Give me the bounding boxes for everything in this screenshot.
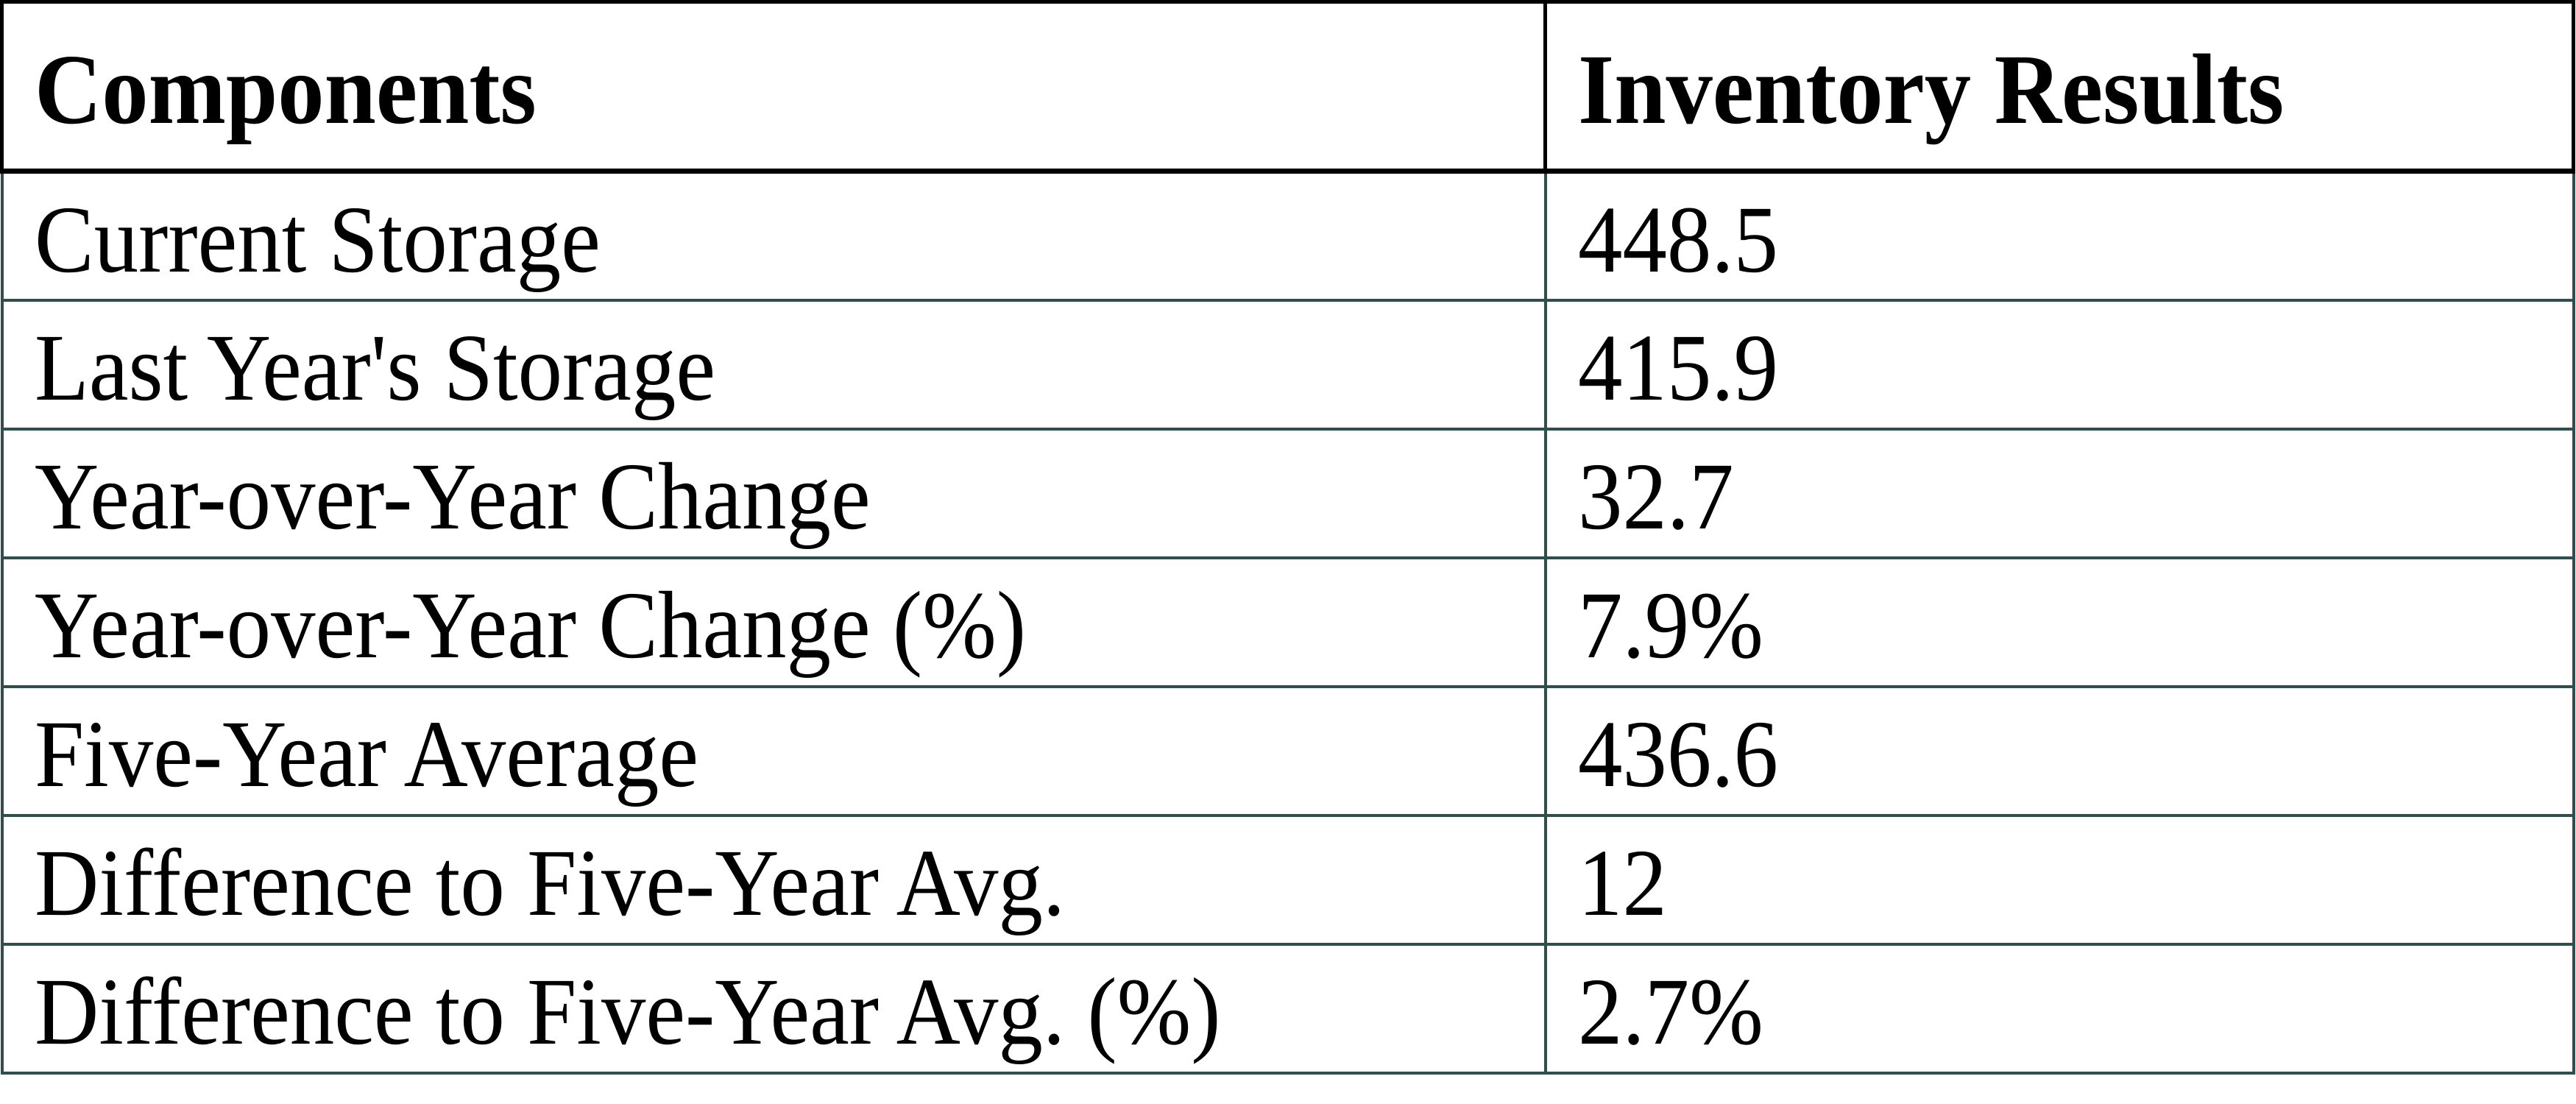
- value-cell: 2.7%: [1543, 942, 2575, 1075]
- component-label: Current Storage: [34, 186, 601, 293]
- table-row-diff-five-year-avg-pct: Difference to Five-Year Avg. (%) 2.7%: [0, 942, 2575, 1075]
- value-text: 448.5: [1577, 186, 1778, 293]
- component-label: Year-over-Year Change: [34, 444, 871, 550]
- table-row-last-year-storage: Last Year's Storage 415.9: [0, 298, 2575, 431]
- header-row: Components Inventory Results: [0, 0, 2575, 174]
- table-row-yoy-change-pct: Year-over-Year Change (%) 7.9%: [0, 556, 2575, 688]
- value-cell: 436.6: [1543, 684, 2575, 817]
- value-text: 2.7%: [1577, 959, 1763, 1065]
- component-cell: Year-over-Year Change (%): [0, 556, 1547, 688]
- value-cell: 12: [1543, 813, 2575, 946]
- component-cell: Last Year's Storage: [0, 298, 1547, 431]
- value-text: 7.9%: [1577, 573, 1763, 679]
- value-text: 32.7: [1577, 444, 1734, 550]
- component-cell: Five-Year Average: [0, 684, 1547, 817]
- component-cell: Difference to Five-Year Avg.: [0, 813, 1547, 946]
- header-cell-inventory-results: Inventory Results: [1543, 0, 2575, 174]
- value-cell: 448.5: [1543, 169, 2575, 302]
- value-cell: 32.7: [1543, 427, 2575, 559]
- table-row-current-storage: Current Storage 448.5: [0, 169, 2575, 302]
- component-label: Last Year's Storage: [34, 315, 715, 421]
- value-cell: 415.9: [1543, 298, 2575, 431]
- value-text: 415.9: [1577, 315, 1778, 421]
- component-cell: Difference to Five-Year Avg. (%): [0, 942, 1547, 1075]
- component-label: Difference to Five-Year Avg. (%): [34, 959, 1221, 1065]
- value-cell: 7.9%: [1543, 556, 2575, 688]
- component-label: Difference to Five-Year Avg.: [34, 830, 1065, 936]
- component-cell: Year-over-Year Change: [0, 427, 1547, 559]
- component-label: Five-Year Average: [34, 701, 698, 807]
- table-row-yoy-change: Year-over-Year Change 32.7: [0, 427, 2575, 559]
- table-row-five-year-average: Five-Year Average 436.6: [0, 684, 2575, 817]
- header-components-label: Components: [35, 35, 537, 145]
- table-row-diff-five-year-avg: Difference to Five-Year Avg. 12: [0, 813, 2575, 946]
- inventory-table: Components Inventory Results Current Sto…: [0, 0, 2575, 1075]
- component-cell: Current Storage: [0, 169, 1547, 302]
- header-inventory-results-label: Inventory Results: [1578, 35, 2285, 145]
- header-cell-components: Components: [0, 0, 1547, 174]
- component-label: Year-over-Year Change (%): [34, 573, 1026, 679]
- value-text: 436.6: [1577, 701, 1778, 807]
- value-text: 12: [1577, 830, 1667, 936]
